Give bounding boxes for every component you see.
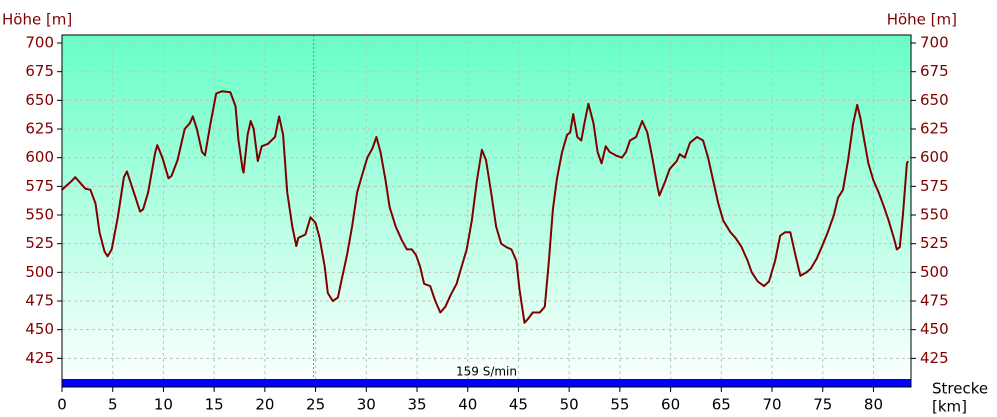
x-label: [km] — [932, 398, 967, 416]
plot-area — [62, 35, 911, 387]
elevation-line — [61, 90, 909, 324]
x-tick-label: 0 — [57, 396, 67, 414]
y-tick-label: 525 — [25, 234, 54, 252]
x-tick-label: 20 — [255, 396, 274, 414]
y-tick-label: 675 — [920, 62, 949, 80]
y-tick-label: 525 — [920, 234, 949, 252]
y-tick-label: 625 — [920, 120, 949, 138]
x-tick-label: 60 — [661, 396, 680, 414]
x-label: Strecke — [932, 380, 988, 398]
y-tick-label: 475 — [920, 292, 949, 310]
annotation: 159 S/min — [456, 365, 517, 379]
x-tick-label: 75 — [813, 396, 832, 414]
y-tick-label: 575 — [920, 177, 949, 195]
y-tick-label: 700 — [25, 34, 54, 52]
cadence-bar — [62, 379, 911, 387]
x-tick-label: 80 — [864, 396, 883, 414]
x-tick-label: 65 — [712, 396, 731, 414]
y-label-left: Höhe [m] — [2, 11, 72, 29]
y-tick-label: 650 — [920, 91, 949, 109]
x-tick-label: 10 — [154, 396, 173, 414]
y-label-right: Höhe [m] — [887, 11, 957, 29]
x-tick-label: 40 — [458, 396, 477, 414]
y-tick-label: 475 — [25, 292, 54, 310]
y-tick-label: 625 — [25, 120, 54, 138]
x-tick-label: 45 — [509, 396, 528, 414]
y-tick-label: 500 — [25, 263, 54, 281]
x-tick-label: 35 — [407, 396, 426, 414]
y-tick-label: 425 — [920, 349, 949, 367]
x-tick-label: 55 — [610, 396, 629, 414]
y-tick-label: 550 — [25, 206, 54, 224]
y-tick-label: 425 — [25, 349, 54, 367]
x-tick-label: 50 — [560, 396, 579, 414]
y-tick-label: 600 — [920, 148, 949, 166]
y-tick-label: 675 — [25, 62, 54, 80]
plot-frame — [61, 34, 912, 388]
y-tick-label: 650 — [25, 91, 54, 109]
x-tick-label: 15 — [205, 396, 224, 414]
y-tick-label: 450 — [920, 320, 949, 338]
y-tick-label: 700 — [920, 34, 949, 52]
x-tick-label: 5 — [108, 396, 118, 414]
y-tick-label: 550 — [920, 206, 949, 224]
x-tick-label: 30 — [357, 396, 376, 414]
y-tick-label: 600 — [25, 148, 54, 166]
y-tick-label: 575 — [25, 177, 54, 195]
y-tick-label: 450 — [25, 320, 54, 338]
x-tick-label: 70 — [762, 396, 781, 414]
x-tick-label: 25 — [306, 396, 325, 414]
y-tick-label: 500 — [920, 263, 949, 281]
